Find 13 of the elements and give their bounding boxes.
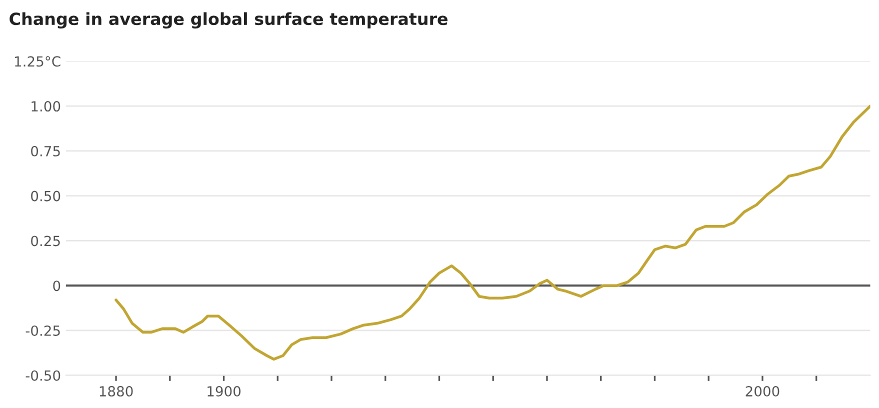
- y-tick-label: 0: [53, 280, 60, 292]
- x-tick-label: 2000: [746, 386, 780, 397]
- y-tick-label: 0.75: [31, 146, 60, 156]
- chart-title: Change in average global surface temperature: [10, 12, 448, 28]
- y-tick-label: 0.50: [31, 190, 60, 202]
- y-tick-label: -0.25: [26, 325, 60, 336]
- line-series: [114, 104, 870, 361]
- y-tick-label: 1.00: [32, 101, 60, 112]
- y-tick-label: 0.25: [31, 236, 60, 246]
- x-tick-label: 1880: [100, 386, 133, 397]
- x-tick-label: 1900: [208, 386, 241, 397]
- y-tick-label: 1.25°C: [15, 56, 60, 67]
- y-tick-label: -0.50: [26, 370, 60, 381]
